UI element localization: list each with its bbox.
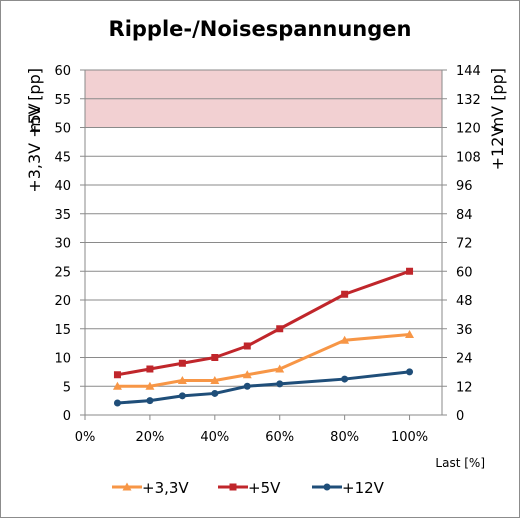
right-y-tick-label: 36 [456,323,473,338]
series-point [276,325,284,333]
series-+3,3V [112,330,415,390]
left-y-tick-label: 40 [54,179,71,194]
right-y-tick-label: 144 [456,64,481,79]
right-axis-title-line2: mV [pp] [488,68,507,132]
right-y-tick-label: 60 [456,265,473,280]
left-y-tick-label: 20 [54,294,71,309]
right-y-tick-label: 72 [456,237,473,252]
series-point [341,290,349,298]
series-point [145,381,155,390]
x-tick-label: 80% [330,430,359,445]
series-point [112,381,122,390]
right-y-tick-label: 48 [456,294,473,309]
right-y-tick-label: 132 [456,93,481,108]
left-axis-title-line2: mV [pp] [25,68,44,132]
legend-label: +12V [342,479,385,497]
legend-swatch-marker [122,482,132,491]
right-y-tick-label: 12 [456,380,473,395]
left-y-tick-label: 0 [63,409,71,424]
left-y-tick-labels: 0 5 10 15 20 25 30 35 40 45 50 55 60 [54,64,71,424]
series-point [406,368,414,376]
x-tick-label: 60% [265,430,294,445]
series-point [177,376,187,384]
series-point [406,267,414,275]
series-point [341,375,349,383]
right-axis-title-line1: +12V [488,126,507,171]
left-y-tick-label: 25 [54,265,71,280]
left-axis-title-line1: +3,3V +5V [25,103,44,192]
left-y-tick-label: 50 [54,122,71,137]
right-y-tick-label: 0 [456,409,464,424]
gridlines [85,69,442,387]
right-y-tick-label: 120 [456,122,481,137]
left-y-tick-label: 10 [54,352,71,367]
legend-label: +3,3V [142,479,189,497]
axes [80,69,447,420]
right-y-tick-label: 84 [456,208,473,223]
series-point [178,392,186,400]
series-point [178,359,186,367]
left-y-tick-label: 55 [54,93,71,108]
right-y-tick-label: 96 [456,179,473,194]
x-axis-title: Last [%] [435,456,485,470]
right-y-tick-label: 24 [456,352,473,367]
series-point [210,376,220,384]
series-point [113,399,121,407]
series-line [117,333,410,388]
legend-item: +3,3V [112,479,189,497]
series-point [146,397,154,405]
series-line [117,269,411,377]
right-y-tick-labels: 0 12 24 36 48 60 72 84 96 108 120 132 144 [456,64,481,424]
x-tick-labels: 0% 20% 40% 60% 80% 100% [75,430,428,445]
legend: +3,3V +5V +12V [112,479,385,497]
series-point [405,330,415,338]
x-tick-label: 20% [135,430,164,445]
series-point [211,389,219,397]
x-tick-label: 40% [200,430,229,445]
x-tick-label: 0% [75,430,96,445]
x-tick-label: 100% [391,430,428,445]
left-y-tick-label: 35 [54,208,71,223]
series-point [242,370,252,379]
left-y-tick-label: 5 [63,380,71,395]
series-point [276,380,284,388]
series-point [275,364,285,373]
left-y-tick-label: 30 [54,237,71,252]
legend-swatch-marker [229,483,237,491]
left-y-tick-label: 45 [54,150,71,165]
series-layer [112,267,415,407]
series-point [340,335,350,344]
legend-swatch-marker [323,483,331,491]
left-y-tick-label: 60 [54,64,71,79]
series-+5V [113,267,414,379]
series-+12V [113,368,414,407]
series-point [243,342,251,350]
series-line [117,370,410,405]
legend-item: +5V [218,479,281,497]
series-point [211,354,219,361]
legend-item: +12V [312,479,385,497]
chart-title: Ripple-/Noisespannungen [109,17,412,41]
series-point [243,382,251,390]
series-point [113,371,121,379]
left-y-tick-label: 15 [54,323,71,338]
series-point [146,365,154,373]
legend-label: +5V [248,479,281,497]
right-y-tick-label: 108 [456,150,481,165]
